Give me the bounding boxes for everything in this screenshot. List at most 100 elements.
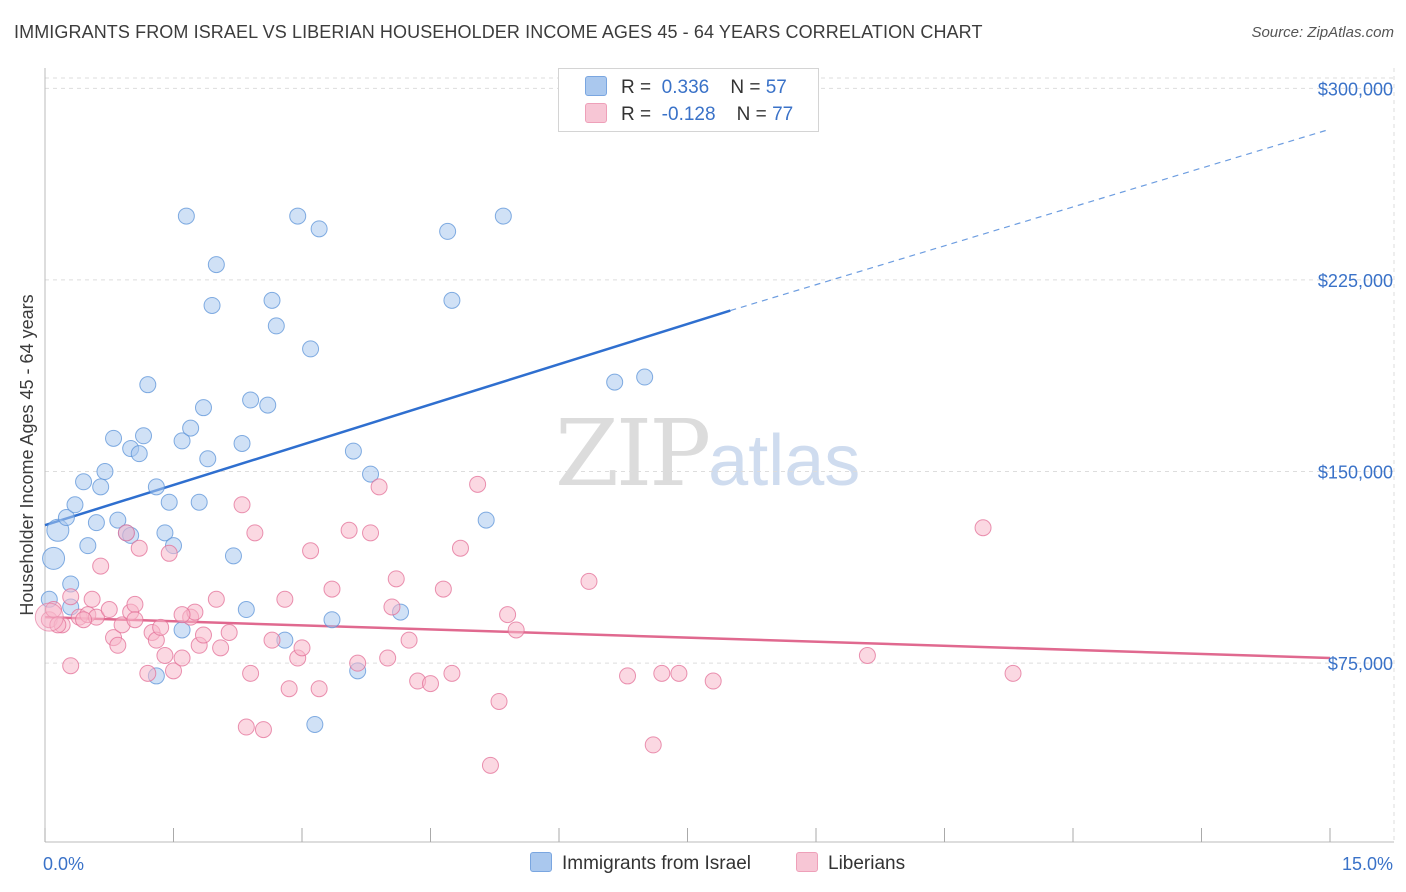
point-liberians	[237, 718, 255, 736]
point-israel	[135, 427, 153, 445]
point-liberians	[212, 639, 230, 657]
y-tick-label: $225,000	[1318, 271, 1393, 291]
point-israel	[147, 478, 165, 496]
point-liberians	[109, 636, 127, 654]
chart-title: IMMIGRANTS FROM ISRAEL VS LIBERIAN HOUSE…	[14, 22, 983, 42]
point-liberians	[974, 519, 992, 537]
series-legend-israel: Immigrants from Israel	[530, 852, 751, 875]
point-israel	[156, 524, 174, 542]
series-legend-label: Immigrants from Israel	[562, 853, 751, 874]
point-israel	[242, 391, 260, 409]
point-liberians	[443, 664, 461, 682]
legend-n-label: N =	[736, 104, 767, 125]
series-legend: Immigrants from Israel Liberians	[0, 852, 1406, 878]
point-israel	[173, 432, 191, 450]
point-liberians	[100, 601, 118, 619]
point-liberians	[117, 524, 135, 542]
watermark: ZIPatlas	[555, 400, 860, 507]
point-liberians	[152, 618, 170, 636]
point-liberians	[481, 756, 499, 774]
point-liberians	[126, 611, 144, 629]
point-liberians	[62, 657, 80, 675]
y-axis-title: Householder Income Ages 45 - 64 years	[17, 294, 37, 615]
point-israel	[310, 220, 328, 238]
point-israel	[263, 291, 281, 309]
point-liberians	[83, 590, 101, 608]
data-points	[34, 207, 1022, 774]
point-liberians	[653, 664, 671, 682]
point-liberians	[507, 621, 525, 639]
series-swatch-liberians	[796, 852, 818, 872]
axis-labels: $75,000 $150,000 $225,000 $300,000 0.0% 15.0%…	[17, 79, 1393, 874]
point-israel	[75, 473, 93, 491]
trend-line-israel	[44, 309, 731, 527]
point-israel	[344, 442, 362, 460]
watermark-atlas: atlas	[708, 421, 861, 501]
point-israel	[207, 256, 225, 274]
point-liberians	[263, 631, 281, 649]
trend-line-israel-extension	[730, 128, 1331, 312]
point-liberians	[246, 524, 264, 542]
point-liberians	[165, 662, 182, 680]
point-liberians	[173, 649, 191, 667]
point-israel	[194, 399, 212, 417]
point-israel	[289, 207, 307, 225]
legend-swatch-israel	[585, 76, 607, 96]
point-israel	[477, 511, 495, 529]
source-note: Source: ZipAtlas.com	[1251, 24, 1394, 41]
point-israel	[96, 463, 114, 481]
point-liberians	[49, 616, 67, 634]
point-liberians	[207, 590, 225, 608]
point-israel	[160, 493, 178, 511]
point-israel	[494, 207, 512, 225]
point-liberians	[139, 664, 157, 682]
point-israel	[79, 537, 97, 555]
point-liberians	[349, 654, 367, 672]
point-israel	[443, 291, 461, 309]
point-israel	[109, 511, 127, 529]
point-israel	[606, 373, 624, 391]
trend-lines	[44, 128, 1331, 660]
watermark-zip: ZIP	[555, 400, 711, 507]
point-israel	[139, 376, 157, 394]
legend-r-label: R =	[621, 77, 652, 98]
point-israel	[306, 715, 324, 733]
point-liberians	[644, 736, 662, 754]
point-liberians	[379, 649, 397, 667]
point-liberians	[310, 680, 328, 698]
point-liberians	[173, 606, 191, 624]
point-liberians	[254, 721, 272, 739]
series-legend-label: Liberians	[828, 853, 906, 874]
legend-n-value: 77	[772, 104, 794, 125]
point-liberians	[434, 580, 452, 598]
point-liberians	[62, 588, 80, 606]
point-israel	[66, 496, 84, 514]
point-israel	[87, 514, 105, 532]
point-israel	[362, 465, 380, 483]
legend-n-value: 57	[765, 77, 787, 98]
point-israel	[259, 396, 277, 414]
correlation-legend: R = 0.336 N = 57 R = -0.128 N = 77	[558, 68, 819, 132]
point-liberians	[387, 570, 405, 588]
y-tick-label: $300,000	[1318, 79, 1393, 99]
point-israel	[302, 340, 320, 358]
point-liberians	[499, 606, 517, 624]
point-liberians	[469, 475, 487, 493]
trend-line-liberians	[44, 615, 1331, 660]
point-liberians	[276, 590, 294, 608]
point-israel	[42, 546, 66, 570]
point-israel	[105, 429, 123, 447]
point-liberians	[1004, 664, 1022, 682]
legend-row-israel: R = 0.336 N = 57	[585, 76, 787, 100]
point-liberians	[858, 646, 876, 664]
point-israel	[267, 317, 285, 335]
point-israel	[237, 601, 255, 619]
legend-r-value: 0.336	[661, 77, 710, 98]
point-liberians	[370, 478, 388, 496]
point-liberians	[362, 524, 380, 542]
point-liberians	[194, 626, 212, 644]
point-liberians	[75, 611, 93, 629]
point-liberians	[280, 680, 298, 698]
point-liberians	[293, 639, 311, 657]
